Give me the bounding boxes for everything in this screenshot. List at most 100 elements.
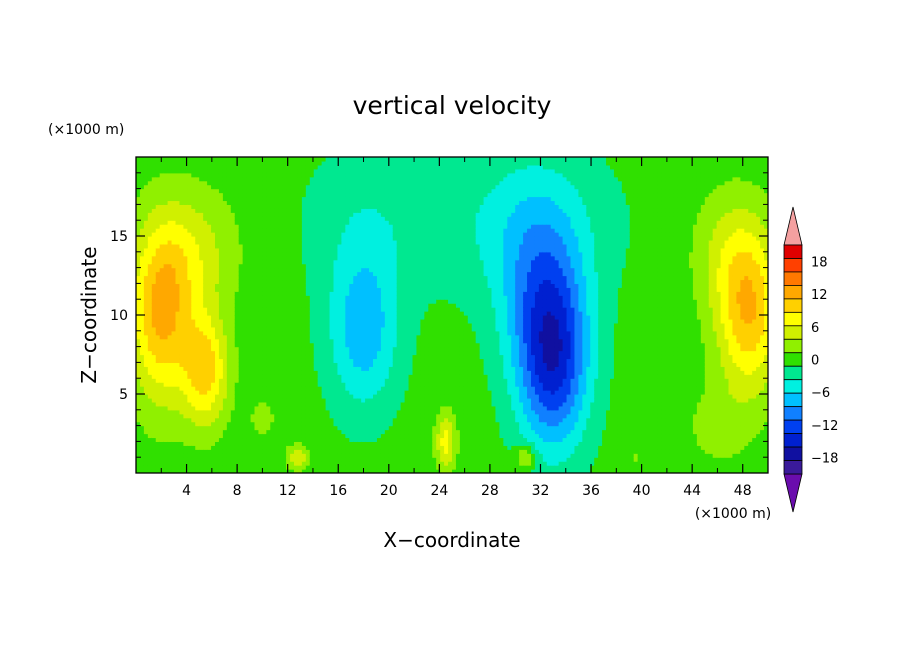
contour-cell: [172, 422, 177, 427]
contour-cell: [377, 193, 382, 198]
contour-cell: [231, 430, 236, 435]
contour-cell: [286, 224, 291, 229]
contour-cell: [365, 358, 370, 363]
contour-cell: [235, 453, 240, 458]
contour-cell: [247, 441, 252, 446]
contour-cell: [270, 437, 275, 442]
contour-cell: [330, 248, 335, 253]
contour-cell: [199, 291, 204, 296]
contour-cell: [179, 449, 184, 454]
contour-cell: [266, 303, 271, 308]
contour-cell: [294, 370, 299, 375]
contour-cell: [326, 382, 331, 387]
contour-cell: [345, 319, 350, 324]
contour-cell: [337, 366, 342, 371]
contour-cell: [369, 295, 374, 300]
contour-cell: [152, 256, 157, 261]
contour-cell: [353, 204, 358, 209]
contour-cell: [231, 351, 236, 356]
contour-cell: [255, 169, 260, 174]
contour-cell: [294, 430, 299, 435]
contour-cell: [191, 165, 196, 170]
contour-cell: [322, 157, 327, 162]
contour-cell: [369, 390, 374, 395]
contour-cell: [302, 370, 307, 375]
contour-cell: [239, 418, 244, 423]
contour-cell: [164, 370, 169, 375]
contour-cell: [349, 248, 354, 253]
contour-cell: [179, 220, 184, 225]
contour-cell: [377, 351, 382, 356]
contour-cell: [176, 374, 181, 379]
contour-cell: [136, 303, 141, 308]
contour-cell: [365, 453, 370, 458]
contour-cell: [183, 189, 188, 194]
contour-cell: [381, 398, 386, 403]
contour-cell: [286, 465, 291, 470]
contour-cell: [302, 343, 307, 348]
contour-cell: [148, 311, 153, 316]
contour-cell: [152, 224, 157, 229]
contour-cell: [318, 173, 323, 178]
contour-cell: [160, 185, 165, 190]
contour-cell: [270, 189, 275, 194]
contour-cell: [231, 189, 236, 194]
contour-cell: [156, 319, 161, 324]
contour-cell: [183, 430, 188, 435]
contour-cell: [227, 414, 232, 419]
contour-cell: [369, 287, 374, 292]
contour-cell: [290, 351, 295, 356]
contour-cell: [298, 244, 303, 249]
contour-cell: [255, 410, 260, 415]
contour-cell: [239, 260, 244, 265]
contour-cell: [298, 204, 303, 209]
contour-cell: [211, 204, 216, 209]
contour-cell: [318, 386, 323, 391]
contour-cell: [286, 260, 291, 265]
contour-cell: [302, 236, 307, 241]
contour-cell: [357, 366, 362, 371]
contour-cell: [282, 272, 287, 277]
contour-cell: [310, 422, 315, 427]
contour-cell: [345, 208, 350, 213]
contour-cell: [144, 335, 149, 340]
contour-cell: [243, 386, 248, 391]
contour-cell: [164, 204, 169, 209]
contour-cell: [322, 260, 327, 265]
contour-cell: [156, 232, 161, 237]
contour-cell: [227, 279, 232, 284]
contour-cell: [290, 228, 295, 233]
contour-cell: [318, 200, 323, 205]
contour-cell: [160, 422, 165, 427]
contour-cell: [199, 193, 204, 198]
contour-cell: [191, 339, 196, 344]
contour-cell: [203, 232, 208, 237]
contour-cell: [247, 244, 252, 249]
contour-cell: [330, 351, 335, 356]
contour-cell: [361, 232, 366, 237]
contour-cell: [278, 216, 283, 221]
contour-cell: [270, 362, 275, 367]
contour-cell: [353, 370, 358, 375]
contour-cell: [373, 426, 378, 431]
contour-cell: [215, 374, 220, 379]
contour-cell: [255, 189, 260, 194]
contour-cell: [270, 287, 275, 292]
contour-cell: [373, 319, 378, 324]
contour-cell: [251, 268, 256, 273]
contour-cell: [176, 157, 181, 162]
contour-cell: [191, 224, 196, 229]
contour-cell: [377, 434, 382, 439]
contour-cell: [223, 414, 228, 419]
contour-cell: [156, 402, 161, 407]
contour-cell: [274, 185, 279, 190]
contour-cell: [365, 228, 370, 233]
contour-cell: [251, 434, 256, 439]
contour-cell: [334, 434, 339, 439]
contour-cell: [136, 212, 141, 217]
contour-cell: [160, 457, 165, 462]
contour-cell: [187, 402, 192, 407]
contour-cell: [211, 449, 216, 454]
contour-cell: [176, 402, 181, 407]
contour-cell: [361, 189, 366, 194]
